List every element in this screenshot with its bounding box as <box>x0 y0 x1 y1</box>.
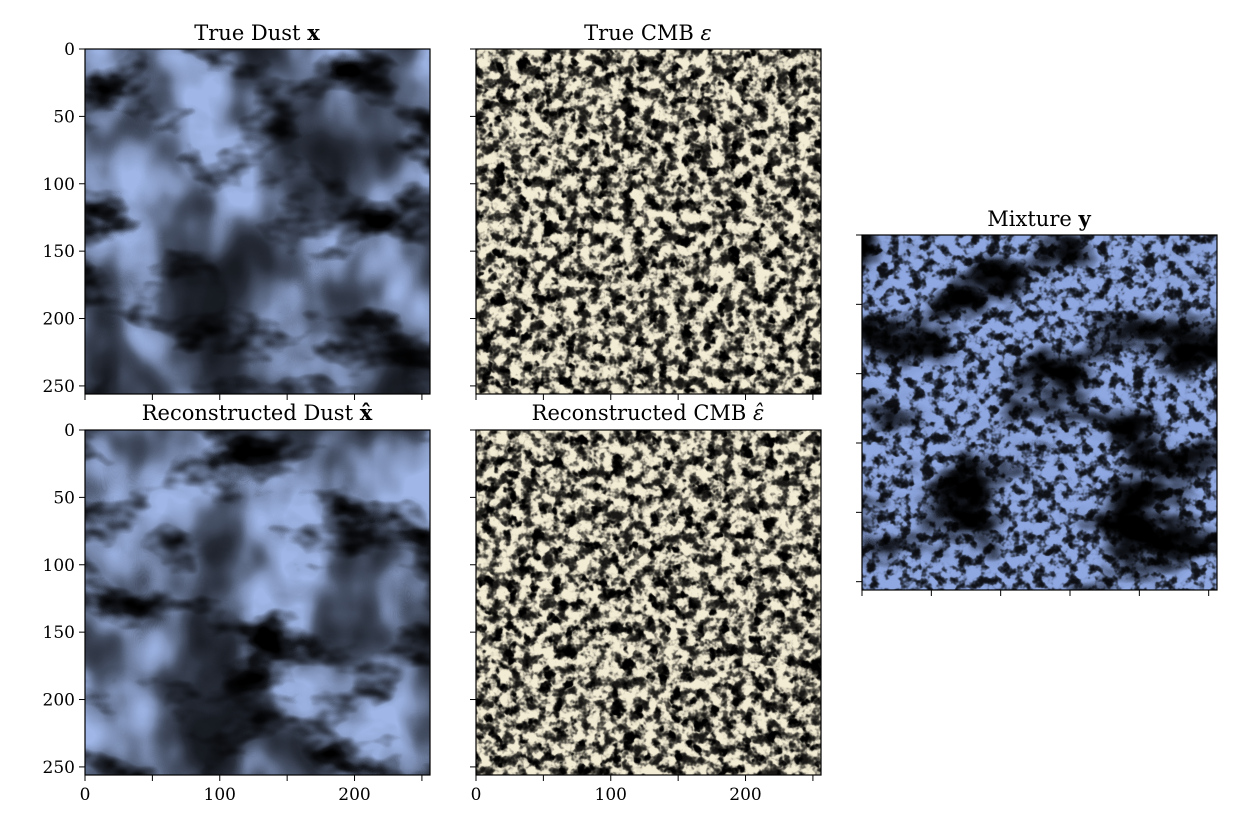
panel-title: Mixture y <box>987 206 1091 231</box>
axes-frame <box>861 234 1218 591</box>
y-tick-label: 250 <box>43 377 75 397</box>
y-axis <box>856 234 862 583</box>
panel-title: Reconstructed Dust x̂ <box>142 400 373 425</box>
y-tick-label: 0 <box>64 40 75 60</box>
panel-cmb-recon: Reconstructed CMB ε̂ 0 100 200 <box>470 401 822 805</box>
y-tick-label: 150 <box>43 242 75 262</box>
axes-frame <box>475 48 822 395</box>
heatmap-image <box>476 49 821 394</box>
heatmap-image <box>862 235 1217 590</box>
x-tick-label: 100 <box>204 785 236 805</box>
panel-title: True CMB ε <box>584 21 712 45</box>
axes-frame <box>475 429 822 776</box>
panel-mixture: Mixture y <box>856 206 1218 596</box>
heatmap-image <box>85 430 430 775</box>
x-axis: 0 100 200 <box>80 775 423 805</box>
y-tick-label: 50 <box>53 488 75 508</box>
y-tick-label: 250 <box>43 758 75 778</box>
x-axis: 0 100 200 <box>471 775 814 805</box>
y-tick-label: 200 <box>43 691 75 711</box>
y-tick-label: 150 <box>43 623 75 643</box>
y-tick-label: 200 <box>43 310 75 330</box>
x-tick-label: 200 <box>729 785 761 805</box>
y-axis: 0 50 100 150 200 250 <box>43 40 85 397</box>
heatmap-image <box>85 49 430 394</box>
x-axis <box>84 394 423 400</box>
y-tick-label: 0 <box>64 421 75 441</box>
x-tick-label: 200 <box>338 785 370 805</box>
panel-dust-recon: Reconstructed Dust x̂ 0 50 100 150 200 250 0 1… <box>43 400 431 805</box>
x-tick-label: 0 <box>80 785 91 805</box>
x-axis <box>475 394 814 400</box>
panel-dust-true: True Dust x 0 50 100 150 200 250 <box>43 20 431 400</box>
x-tick-label: 100 <box>595 785 627 805</box>
x-tick-label: 0 <box>471 785 482 805</box>
panel-title: True Dust x <box>194 20 320 45</box>
panel-title: Reconstructed CMB ε̂ <box>532 401 765 425</box>
axes-frame <box>84 48 431 395</box>
y-axis <box>470 48 476 387</box>
x-axis <box>861 590 1210 596</box>
panel-cmb-true: True CMB ε <box>470 21 822 400</box>
axes-frame <box>84 429 431 776</box>
y-tick-label: 100 <box>43 556 75 576</box>
y-axis <box>470 429 476 768</box>
heatmap-image <box>476 430 821 775</box>
y-tick-label: 100 <box>43 175 75 195</box>
y-axis: 0 50 100 150 200 250 <box>43 421 85 778</box>
y-tick-label: 50 <box>53 107 75 127</box>
